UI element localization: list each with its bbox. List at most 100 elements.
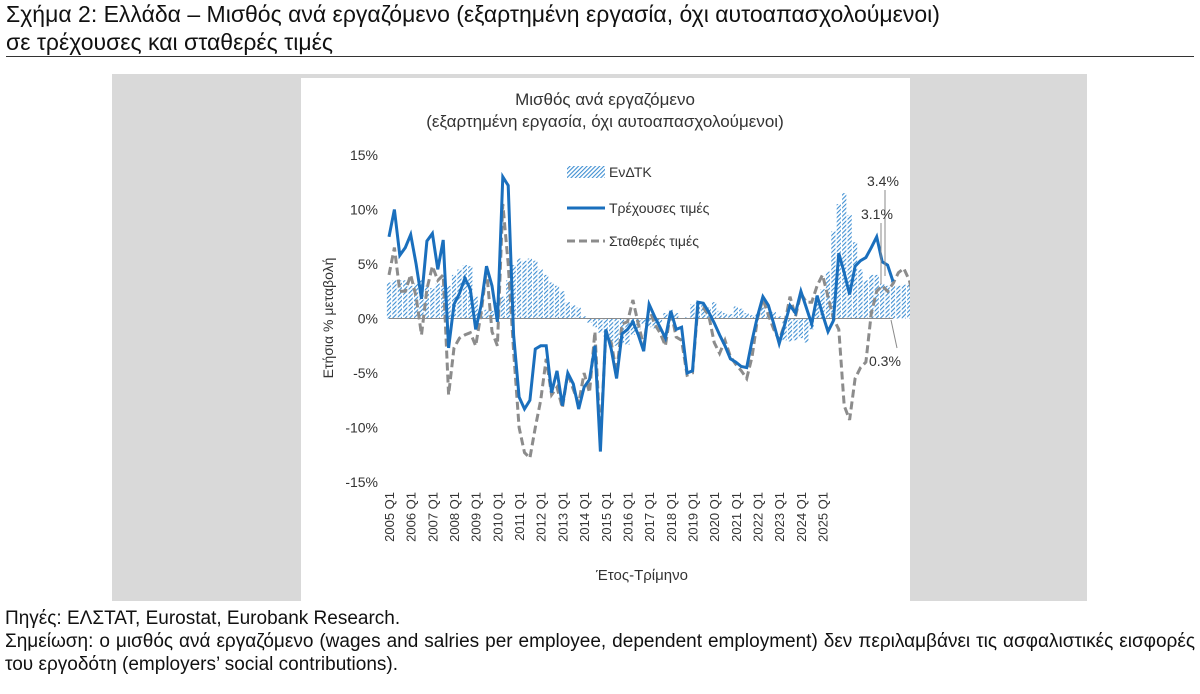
- bar-endtk: [549, 282, 554, 319]
- bar-endtk: [907, 283, 910, 319]
- bar-endtk: [728, 314, 733, 319]
- x-tick-label: 2017 Q1: [642, 492, 657, 542]
- legend-item-constant: Σταθερές τιμές: [567, 233, 699, 249]
- bar-endtk: [430, 287, 435, 319]
- bar-endtk: [403, 280, 408, 319]
- bar-endtk: [890, 280, 896, 319]
- bar-endtk: [408, 285, 413, 319]
- source-note: Πηγές: ΕΛΣΤΑΤ, Eurostat, Eurobank Resear…: [5, 608, 401, 629]
- bar-endtk: [874, 274, 879, 319]
- bar-endtk: [842, 193, 847, 319]
- x-tick-label: 2011 Q1: [512, 492, 527, 541]
- bar-endtk: [798, 318, 803, 339]
- x-tick-label: 2008 Q1: [447, 492, 462, 542]
- bar-endtk: [641, 318, 646, 324]
- bar-endtk: [896, 285, 901, 319]
- bar-endtk: [630, 318, 635, 335]
- figure-title-line2: σε τρέχουσες και σταθερές τιμές: [6, 28, 1194, 57]
- figure-footer: Πηγές: ΕΛΣΤΑΤ, Eurostat, Eurobank Resear…: [5, 607, 1195, 676]
- bar-endtk: [581, 316, 587, 319]
- bar-endtk: [576, 307, 581, 319]
- bar-endtk: [744, 313, 749, 319]
- bar-endtk: [820, 289, 825, 319]
- y-tick-label: 5%: [358, 256, 378, 272]
- bar-endtk: [609, 318, 614, 344]
- bar-endtk: [647, 318, 652, 328]
- y-axis-ticks: 15% 10% 5% 0% -5% -10% -15%: [345, 147, 378, 490]
- legend-label-constant: Σταθερές τιμές: [609, 233, 699, 249]
- annotation-3-1: 3.1%: [861, 206, 893, 222]
- bar-endtk: [473, 296, 478, 319]
- x-tick-label: 2023 Q1: [772, 492, 787, 542]
- legend: ΕνΔΤΚ Τρέχουσες τιμές Σταθερές τιμές: [567, 164, 710, 249]
- x-axis-ticks: 2005 Q1 2006 Q1 2007 Q1 2008 Q1 2009 Q1 2010 …: [382, 492, 831, 542]
- figure-title-line1: Σχήμα 2: Ελλάδα – Μισθός ανά εργαζόμενο …: [6, 1, 940, 27]
- annotation-3-4: 3.4%: [867, 173, 899, 189]
- bar-endtk: [901, 284, 906, 319]
- legend-label-current: Τρέχουσες τιμές: [609, 200, 710, 216]
- x-tick-label: 2005 Q1: [382, 492, 397, 542]
- bar-endtk: [657, 318, 663, 323]
- bar-endtk: [858, 269, 863, 319]
- bar-endtk: [847, 214, 852, 319]
- bar-endtk: [793, 318, 798, 341]
- bar-endtk: [560, 291, 565, 319]
- bar-endtk: [739, 308, 744, 319]
- bar-endtk: [522, 260, 527, 319]
- bar-endtk: [674, 313, 679, 319]
- legend-label-endtk: ΕνΔΤΚ: [609, 164, 652, 180]
- bar-endtk: [749, 315, 755, 319]
- x-tick-label: 2020 Q1: [707, 492, 722, 542]
- x-tick-label: 2022 Q1: [751, 492, 766, 542]
- x-tick-label: 2014 Q1: [577, 492, 592, 542]
- bar-endtk: [831, 231, 836, 319]
- bar-endtk: [386, 282, 392, 319]
- bar-endtk: [625, 318, 630, 345]
- bar-endtk: [506, 280, 511, 319]
- y-tick-label: -15%: [345, 474, 378, 490]
- bar-endtk: [441, 285, 446, 319]
- bar-endtk: [690, 304, 695, 319]
- bar-endtk: [397, 280, 402, 319]
- bar-endtk: [554, 285, 560, 319]
- methodology-note: Σημείωση: ο μισθός ανά εργαζόμενο (wages…: [5, 631, 1195, 675]
- x-tick-label: 2007 Q1: [425, 492, 440, 542]
- bar-endtk: [489, 310, 495, 319]
- bar-endtk: [701, 304, 706, 319]
- y-axis-label: Ετήσια % μεταβολή: [320, 258, 336, 379]
- x-tick-label: 2024 Q1: [794, 492, 809, 542]
- x-axis-label: Έτος-Τρίμηνο: [595, 567, 688, 584]
- x-tick-label: 2018 Q1: [664, 492, 679, 542]
- bar-endtk: [869, 274, 874, 319]
- bar-endtk: [885, 285, 890, 319]
- series-line-current-prices: [387, 171, 895, 452]
- bar-endtk: [446, 285, 451, 319]
- bar-endtk: [787, 318, 793, 342]
- bar-endtk: [603, 318, 608, 338]
- bar-endtk: [511, 265, 516, 319]
- annotation-0-3: 0.3%: [869, 353, 901, 369]
- bar-endtk: [771, 311, 776, 319]
- bar-endtk: [804, 318, 809, 343]
- bar-endtk: [533, 260, 538, 319]
- bar-endtk: [544, 274, 549, 319]
- annotation-leader-hicp: [890, 319, 898, 349]
- y-tick-label: -5%: [353, 365, 378, 381]
- legend-swatch-bars: [567, 166, 605, 178]
- legend-item-endtk: ΕνΔΤΚ: [567, 164, 652, 180]
- bar-endtk: [419, 280, 424, 319]
- bar-endtk: [722, 313, 728, 319]
- y-tick-label: 15%: [350, 147, 378, 163]
- x-tick-label: 2012 Q1: [534, 492, 549, 542]
- figure-title: Σχήμα 2: Ελλάδα – Μισθός ανά εργαζόμενο …: [6, 0, 1194, 57]
- bar-endtk: [652, 318, 657, 329]
- bar-endtk: [571, 305, 576, 319]
- bar-endtk: [516, 258, 522, 319]
- bar-endtk: [587, 318, 592, 323]
- bar-endtk: [484, 309, 489, 319]
- bar-endtk: [684, 317, 690, 319]
- bar-endtk: [863, 280, 869, 319]
- bar-endtk: [760, 307, 766, 319]
- y-tick-label: -10%: [345, 420, 378, 436]
- bar-endtk: [712, 302, 717, 319]
